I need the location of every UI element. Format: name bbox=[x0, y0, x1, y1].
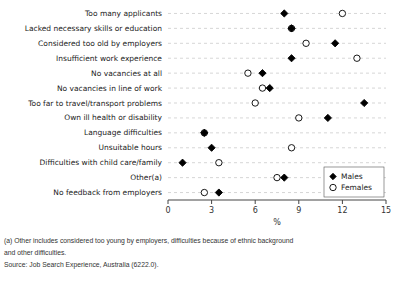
data-point bbox=[324, 114, 331, 121]
data-point bbox=[303, 40, 309, 46]
data-point bbox=[281, 10, 288, 17]
x-axis: 0 3 6 9 12 15 bbox=[165, 200, 391, 215]
category-line bbox=[168, 88, 386, 89]
footnote: Source: Job Search Experience, Australia… bbox=[4, 261, 159, 269]
data-point bbox=[216, 159, 222, 165]
data-point bbox=[179, 159, 186, 166]
category-guides bbox=[168, 13, 386, 192]
data-point bbox=[296, 115, 302, 121]
data-point bbox=[274, 174, 280, 180]
legend-label: Males bbox=[341, 172, 363, 181]
category-line bbox=[168, 103, 386, 104]
data-point bbox=[339, 10, 345, 16]
data-point bbox=[288, 25, 294, 31]
x-tick-label: 9 bbox=[296, 206, 301, 215]
category-line bbox=[168, 73, 386, 74]
data-point bbox=[259, 70, 266, 77]
data-point bbox=[201, 130, 207, 136]
data-point bbox=[245, 70, 251, 76]
x-tick-label: 15 bbox=[381, 206, 391, 215]
x-tick-label: 6 bbox=[253, 206, 258, 215]
category-line bbox=[168, 28, 386, 29]
legend-marker bbox=[330, 173, 336, 179]
data-point bbox=[201, 189, 207, 195]
category-label: Unsuitable hours bbox=[99, 143, 163, 152]
x-tick bbox=[342, 200, 343, 204]
data-point bbox=[252, 100, 258, 106]
x-tick-label: 12 bbox=[337, 206, 347, 215]
category-label: Lacked necessary skills or education bbox=[25, 24, 162, 33]
x-tick bbox=[211, 200, 212, 204]
chart: Too many applicants Lacked necessary skil… bbox=[0, 0, 397, 283]
x-tick-label: 3 bbox=[209, 206, 214, 215]
category-line bbox=[168, 43, 386, 44]
x-tick bbox=[168, 200, 169, 204]
x-tick bbox=[386, 200, 387, 204]
category-label: Difficulties with child care/family bbox=[40, 158, 163, 167]
category-line bbox=[168, 162, 386, 163]
category-label: Too many applicants bbox=[84, 9, 162, 18]
axis-line bbox=[168, 200, 386, 201]
data-point bbox=[288, 55, 295, 62]
x-tick bbox=[255, 200, 256, 204]
category-label: No feedback from employers bbox=[53, 188, 162, 197]
legend: Males Females bbox=[324, 167, 384, 197]
category-label: Considered too old by employers bbox=[38, 39, 162, 48]
data-point bbox=[281, 174, 288, 181]
footnote: (a) Other includes considered too young … bbox=[4, 237, 294, 245]
data-point bbox=[288, 25, 295, 32]
legend-marker bbox=[330, 184, 336, 190]
category-line bbox=[168, 13, 386, 14]
legend-box bbox=[324, 167, 384, 197]
legend-label: Females bbox=[341, 183, 372, 192]
category-label: Insufficient work experience bbox=[56, 54, 162, 63]
category-label: Other(a) bbox=[130, 173, 162, 182]
data-point bbox=[259, 85, 265, 91]
x-axis-label: % bbox=[273, 218, 281, 227]
data-point bbox=[201, 129, 208, 136]
data-point bbox=[215, 189, 222, 196]
data-point bbox=[361, 99, 368, 106]
footnote: and other difficulties. bbox=[4, 249, 66, 256]
x-tick-label: 0 bbox=[165, 206, 170, 215]
category-label: Language difficulties bbox=[84, 128, 162, 137]
category-line bbox=[168, 147, 386, 148]
category-label: Own ill health or disability bbox=[64, 113, 162, 122]
data-point bbox=[332, 40, 339, 47]
data-point bbox=[288, 145, 294, 151]
category-line bbox=[168, 117, 386, 118]
x-tick bbox=[298, 200, 299, 204]
data-point bbox=[354, 55, 360, 61]
category-label: No vacancies in line of work bbox=[57, 84, 163, 93]
data-point bbox=[266, 84, 273, 91]
category-label: No vacancies at all bbox=[91, 69, 162, 78]
category-label: Too far to travel/transport problems bbox=[27, 99, 162, 108]
data-point bbox=[208, 144, 215, 151]
